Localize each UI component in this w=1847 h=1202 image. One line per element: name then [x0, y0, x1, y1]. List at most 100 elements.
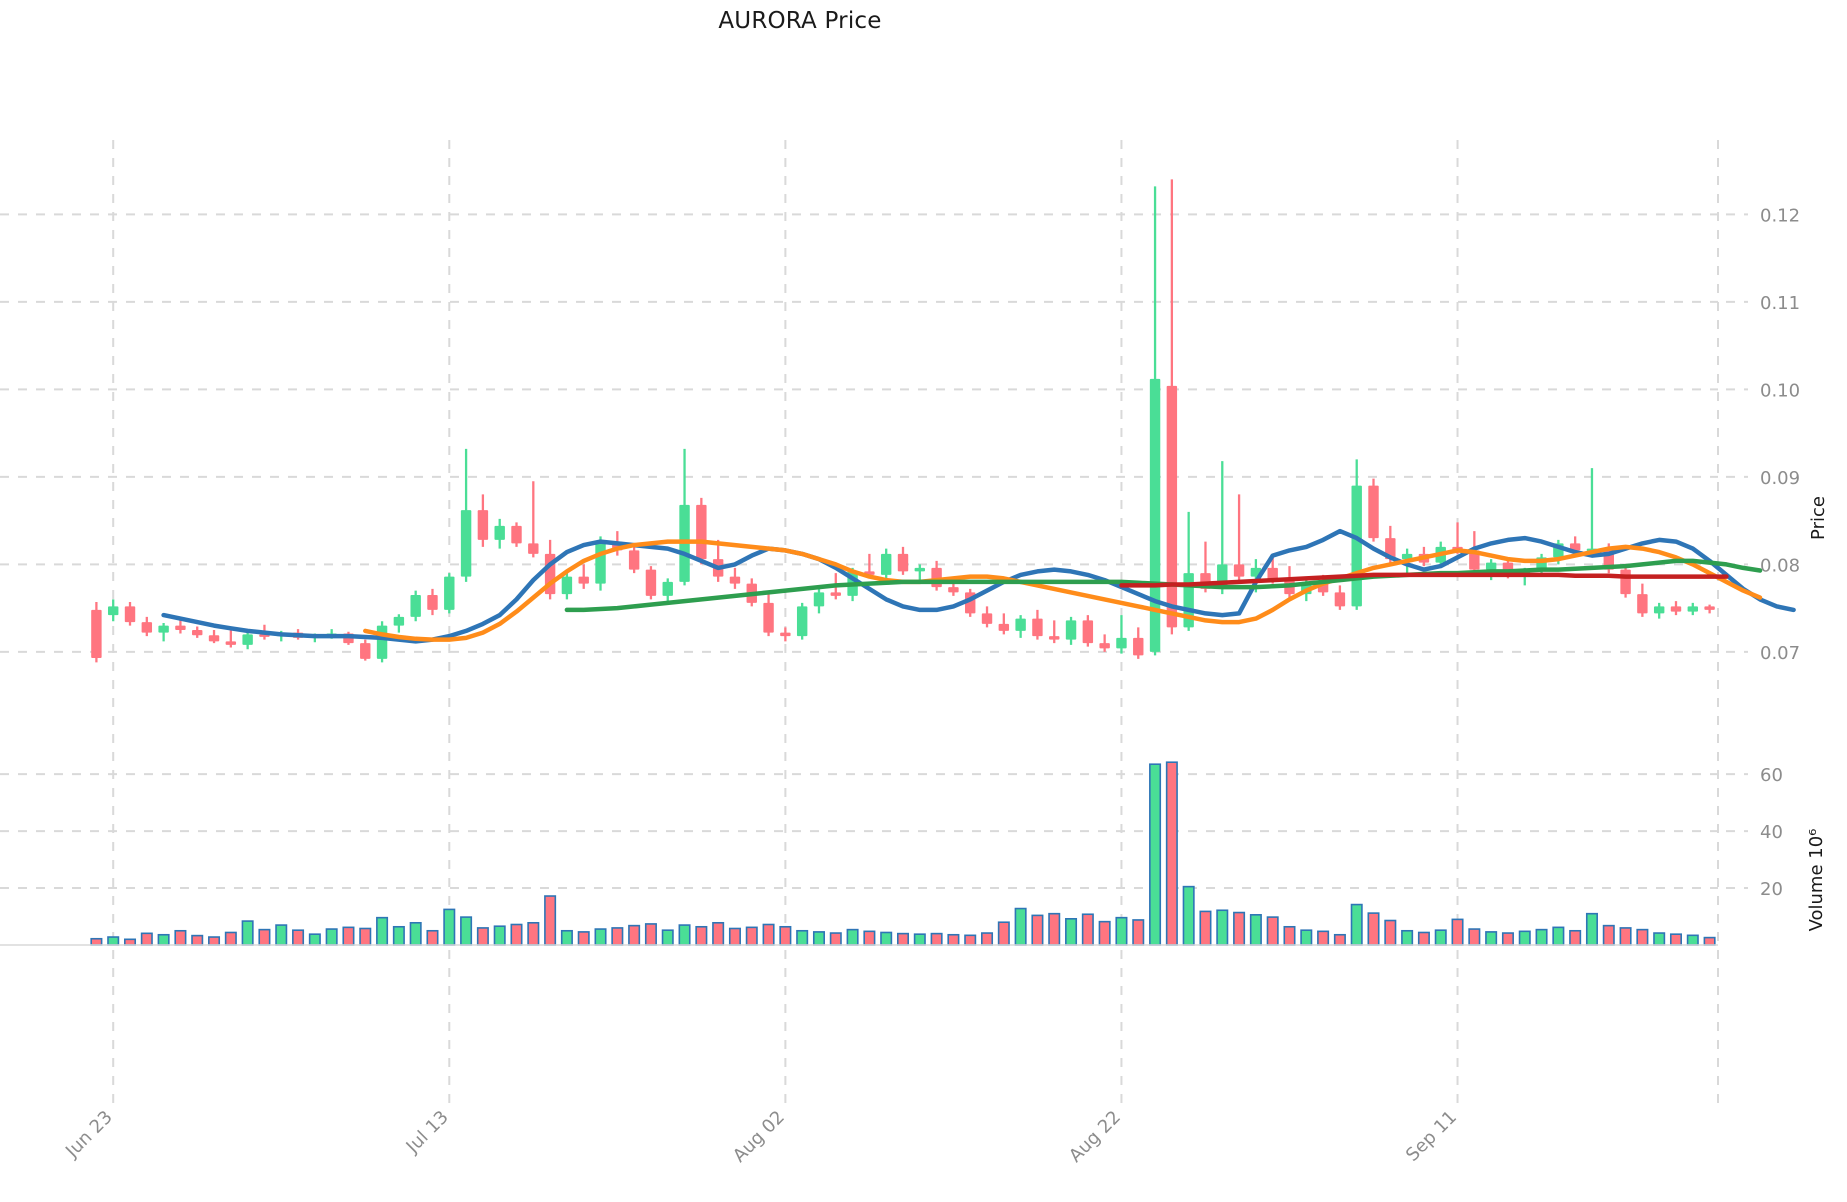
volume-bar [812, 931, 825, 946]
candle-body [444, 576, 455, 610]
volume-bar [1401, 929, 1414, 946]
volume-bar [1048, 912, 1061, 946]
volume-bar [258, 928, 271, 946]
volume-bar [1485, 931, 1498, 946]
volume-bar [1451, 918, 1464, 946]
volume-bar [1384, 919, 1397, 946]
date-tick-label: Jun 23 [61, 1107, 117, 1163]
volume-bar [1065, 918, 1078, 946]
candle-body [1653, 606, 1665, 614]
candle-body [208, 635, 220, 642]
candle-body [158, 625, 169, 633]
candle-body [192, 630, 203, 636]
candle-body [897, 553, 909, 572]
volume-bar [712, 921, 725, 946]
candle-body [914, 567, 926, 572]
candle-body [981, 613, 993, 624]
volume-bar [1602, 924, 1615, 946]
candle-body [141, 622, 153, 633]
volume-bar [964, 934, 977, 946]
volume-bar [191, 934, 204, 946]
volume-bar [493, 925, 506, 946]
volume-bar [1115, 916, 1128, 946]
moving-average-lines [161, 528, 1796, 644]
volume-bar [308, 933, 321, 946]
price-tick-label: 0.09 [1760, 468, 1800, 489]
volume-bar [896, 932, 910, 946]
volume-bar [107, 936, 120, 946]
volume-bar [1199, 910, 1212, 946]
volume-bar [544, 895, 557, 946]
candle-body [376, 625, 388, 659]
date-tick-label: Sep 11 [1402, 1107, 1461, 1166]
price-tick-label: 0.10 [1760, 380, 1800, 401]
volume-bar [476, 927, 489, 946]
volume-bar [661, 929, 674, 946]
volume-tick-label: 60 [1760, 765, 1783, 786]
volume-bar [560, 929, 573, 946]
ma-line-ma_mid [363, 539, 1763, 642]
volume-bar [426, 929, 439, 946]
candle-body [1015, 618, 1026, 631]
candlestick-series [91, 179, 1715, 663]
volume-bar [1434, 929, 1447, 946]
volume-bar [745, 926, 758, 946]
candle-body [107, 606, 119, 616]
volume-bar [140, 932, 153, 946]
date-tick-label: Jul 13 [402, 1107, 453, 1158]
volume-bar [325, 928, 338, 946]
candle-body [1485, 562, 1497, 570]
candle-body [1687, 606, 1699, 612]
volume-bar [981, 932, 994, 946]
volume-bar [359, 927, 372, 946]
candle-body [780, 632, 791, 637]
volume-bar [695, 925, 708, 946]
date-tick-label: Aug 02 [729, 1107, 789, 1167]
candle-body [1233, 564, 1245, 577]
candle-body [1032, 618, 1043, 637]
volume-bar [779, 925, 792, 946]
volume-bar [644, 923, 657, 946]
volume-bar [628, 924, 641, 946]
volume-axis-title: Volume 10⁶ [1806, 829, 1827, 932]
volume-bar [1149, 763, 1162, 946]
volume-bar [1501, 932, 1514, 946]
price-axis-title: Price [1808, 496, 1829, 540]
volume-bar [376, 916, 389, 946]
ma-line-ma_longest [1119, 572, 1729, 588]
candle-body [998, 623, 1010, 631]
candle-body [880, 553, 892, 575]
price-tick-label: 0.11 [1760, 293, 1800, 314]
candle-body [578, 576, 589, 584]
candle-body [1401, 553, 1413, 560]
candle-body [628, 550, 640, 570]
volume-bar [1552, 926, 1565, 946]
volume-bar [880, 931, 893, 946]
volume-bar [997, 921, 1010, 946]
candle-body [410, 595, 421, 617]
candle-body [1116, 637, 1127, 649]
volume-bar [678, 924, 691, 946]
volume-bar [1636, 928, 1649, 946]
volume-bar [611, 927, 624, 946]
candle-body [1099, 643, 1110, 649]
candle-body [813, 592, 825, 607]
candle-body [796, 606, 808, 637]
candle-body [460, 510, 472, 577]
candle-body [948, 587, 959, 593]
volume-bar [224, 931, 237, 946]
candle-body [696, 504, 707, 560]
candle-body [662, 581, 673, 596]
volume-bar [443, 908, 456, 946]
volume-bar [174, 929, 187, 946]
volume-bar [1669, 933, 1682, 946]
candle-body [1569, 543, 1581, 551]
candle-body [494, 525, 505, 540]
volume-bar [392, 925, 405, 946]
candle-body [1351, 485, 1362, 607]
volume-bar [1300, 929, 1313, 946]
volume-bar [913, 933, 926, 946]
volume-bar [1367, 912, 1380, 946]
volume-bar [527, 921, 540, 946]
